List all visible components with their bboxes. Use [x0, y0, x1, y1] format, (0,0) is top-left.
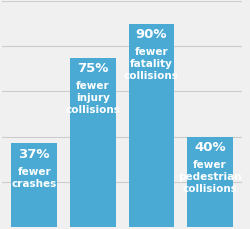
- Text: 37%: 37%: [18, 147, 50, 160]
- Text: fewer
crashes: fewer crashes: [12, 166, 57, 188]
- Bar: [12, 144, 57, 227]
- Bar: [187, 137, 233, 227]
- Bar: [128, 25, 174, 227]
- Text: fewer
injury
collisions: fewer injury collisions: [66, 81, 120, 115]
- Text: fewer
pedestrian
collisions: fewer pedestrian collisions: [178, 159, 242, 193]
- Text: fewer
fatality
collisions: fewer fatality collisions: [124, 47, 179, 81]
- Bar: [70, 58, 116, 227]
- Text: 90%: 90%: [136, 28, 167, 41]
- Text: 75%: 75%: [77, 62, 108, 75]
- Text: 40%: 40%: [194, 140, 226, 153]
